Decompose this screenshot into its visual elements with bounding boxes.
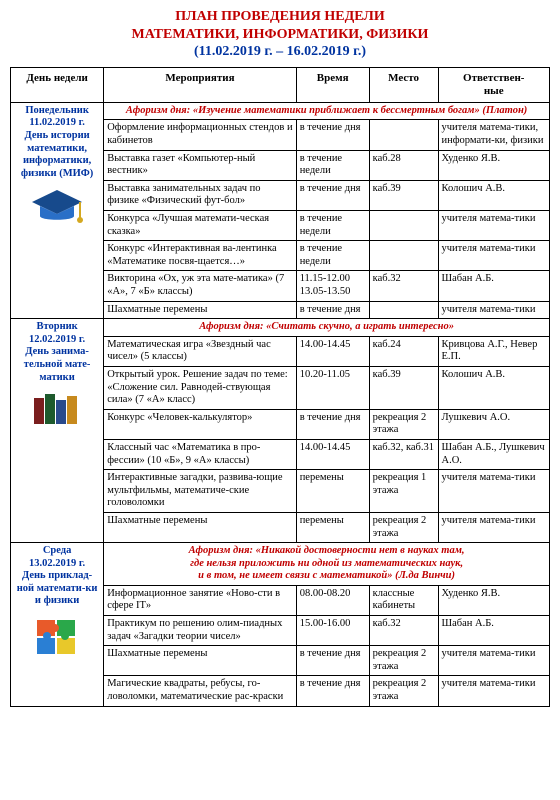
cell-ev: Шахматные перемены <box>104 646 296 676</box>
cell-ev: Оформление информационных стендов и каби… <box>104 120 296 150</box>
cell-rs: Лушкевич А.О. <box>438 409 549 439</box>
day-tue: Вторник12.02.2019 г.День занима-тельной … <box>11 319 104 543</box>
cell-ev: Классный час «Математика в про-фессии» (… <box>104 439 296 469</box>
cell-tm: в течение дня <box>296 676 369 706</box>
aphorism-mon: Афоризм дня: «Изучение математики прибли… <box>104 102 550 120</box>
cell-pl <box>369 241 438 271</box>
cell-rs: Шабан А.Б. <box>438 271 549 301</box>
title-line-2: МАТЕМАТИКИ, ИНФОРМАТИКИ, ФИЗИКИ <box>10 26 550 44</box>
cell-rs: Шабан А.Б. <box>438 616 549 646</box>
cell-rs: Колошич А.В. <box>438 180 549 210</box>
cell-ev: Конкурс «Человек-калькулятор» <box>104 409 296 439</box>
cell-pl: каб.32, каб.31 <box>369 439 438 469</box>
cell-rs: учителя матема-тики <box>438 241 549 271</box>
cell-rs: Колошич А.В. <box>438 366 549 409</box>
cell-ev: Интерактивные загадки, развива-ющие муль… <box>104 470 296 513</box>
cell-tm: 08.00-08.20 <box>296 585 369 615</box>
document-title: ПЛАН ПРОВЕДЕНИЯ НЕДЕЛИ МАТЕМАТИКИ, ИНФОР… <box>10 8 550 61</box>
cell-pl: каб.32 <box>369 616 438 646</box>
cell-tm: в течение недели <box>296 211 369 241</box>
cell-tm: 15.00-16.00 <box>296 616 369 646</box>
day-wed: Среда13.02.2019 г.День приклад-ной матем… <box>11 543 104 707</box>
cell-tm: в течение недели <box>296 241 369 271</box>
plan-table: День недели Мероприятия Время Место Отве… <box>10 67 550 707</box>
cell-ev: Практикум по решению олим-пиадных задач … <box>104 616 296 646</box>
day-tue-header: Вторник12.02.2019 г.День занима-тельной … <box>24 321 91 382</box>
cell-tm: 10.20-11.05 <box>296 366 369 409</box>
col-event: Мероприятия <box>104 67 296 102</box>
aphorism-wed: Афоризм дня: «Никакой достоверности нет … <box>104 543 550 586</box>
cell-rs: учителя матема-тики <box>438 301 549 319</box>
col-time: Время <box>296 67 369 102</box>
cell-pl <box>369 211 438 241</box>
cell-rs: учителя матема-тики, информати-ки, физик… <box>438 120 549 150</box>
cell-tm: в течение дня <box>296 646 369 676</box>
cell-rs: учителя матема-тики <box>438 676 549 706</box>
cell-ev: Информационное занятие «Ново-сти в сфере… <box>104 585 296 615</box>
cell-tm: в течение недели <box>296 150 369 180</box>
cell-pl: каб.32 <box>369 271 438 301</box>
col-day: День недели <box>11 67 104 102</box>
cell-pl: каб.39 <box>369 366 438 409</box>
cell-pl <box>369 120 438 150</box>
cell-pl: рекреация 2 этажа <box>369 409 438 439</box>
cell-rs: Шабан А.Б., Лушкевич А.О. <box>438 439 549 469</box>
cell-tm: в течение дня <box>296 409 369 439</box>
cell-rs: учителя матема-тики <box>438 470 549 513</box>
cell-ev: Шахматные перемены <box>104 301 296 319</box>
cell-tm: в течение дня <box>296 180 369 210</box>
title-line-1: ПЛАН ПРОВЕДЕНИЯ НЕДЕЛИ <box>10 8 550 26</box>
day-mon: Понедельник11.02.2019 г.День истории мат… <box>11 102 104 318</box>
cell-rs: Худенко Я.В. <box>438 585 549 615</box>
cell-tm: в течение дня <box>296 301 369 319</box>
cell-rs: учителя матема-тики <box>438 512 549 542</box>
day-wed-header: Среда13.02.2019 г.День приклад-ной матем… <box>17 545 98 606</box>
graduation-cap-icon <box>14 188 100 230</box>
books-icon <box>14 392 100 428</box>
cell-ev: Открытый урок. Решение задач по теме: «С… <box>104 366 296 409</box>
cell-ev: Викторина «Ох, уж эта мате-матика» (7 «А… <box>104 271 296 301</box>
cell-ev: Магические квадраты, ребусы, го-ловоломк… <box>104 676 296 706</box>
cell-pl: классные кабинеты <box>369 585 438 615</box>
cell-pl: каб.39 <box>369 180 438 210</box>
day-mon-header: Понедельник11.02.2019 г.День истории мат… <box>21 105 93 179</box>
cell-ev: Выставка занимательных задач по физике «… <box>104 180 296 210</box>
cell-pl: каб.28 <box>369 150 438 180</box>
cell-rs: учителя матема-тики <box>438 646 549 676</box>
title-dates: (11.02.2019 г. – 16.02.2019 г.) <box>10 43 550 61</box>
cell-tm: перемены <box>296 470 369 513</box>
cell-tm: в течение дня <box>296 120 369 150</box>
cell-ev: Шахматные перемены <box>104 512 296 542</box>
cell-rs: Худенко Я.В. <box>438 150 549 180</box>
cell-pl <box>369 301 438 319</box>
cell-rs: учителя матема-тики <box>438 211 549 241</box>
cell-tm: 14.00-14.45 <box>296 336 369 366</box>
cell-ev: Выставка газет «Компьютер-ный вестник» <box>104 150 296 180</box>
cell-tm: перемены <box>296 512 369 542</box>
cell-tm: 14.00-14.45 <box>296 439 369 469</box>
cell-ev: Математическая игра «Звездный час чисел»… <box>104 336 296 366</box>
aphorism-tue: Афоризм дня: «Считать скучно, а играть и… <box>104 319 550 337</box>
cell-tm: 11.15-12.0013.05-13.50 <box>296 271 369 301</box>
cell-ev: Конкурс «Интерактивная ва-лентинка «Мате… <box>104 241 296 271</box>
cell-pl: рекреация 2 этажа <box>369 676 438 706</box>
cell-rs: Кривцова А.Г., Невер Е.П. <box>438 336 549 366</box>
cell-pl: каб.24 <box>369 336 438 366</box>
cell-pl: рекреация 1 этажа <box>369 470 438 513</box>
puzzle-icon <box>14 616 100 656</box>
cell-pl: рекреация 2 этажа <box>369 512 438 542</box>
col-place: Место <box>369 67 438 102</box>
cell-pl: рекреация 2 этажа <box>369 646 438 676</box>
col-resp: Ответствен-ные <box>438 67 549 102</box>
cell-ev: Конкурса «Лучшая математи-ческая сказка» <box>104 211 296 241</box>
